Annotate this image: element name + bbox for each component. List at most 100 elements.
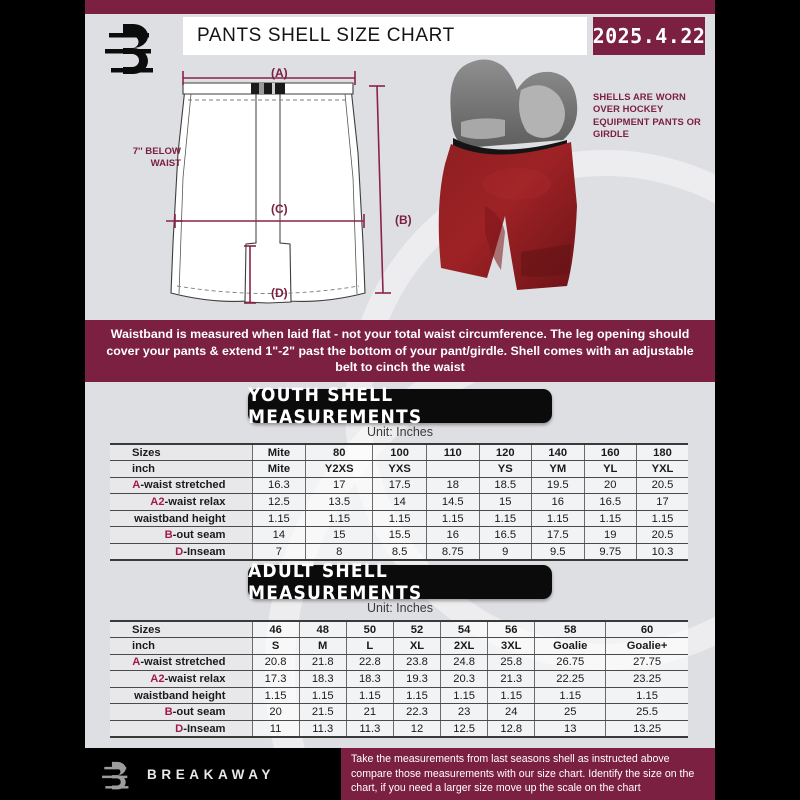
table-cell: 12 [392, 720, 441, 739]
table-cell: M [298, 637, 347, 655]
table-cell: 27.75 [605, 653, 688, 672]
table-cell: 21.5 [298, 703, 347, 722]
table-row: A2-waist relax 17.3 18.3 18.3 19.3 20.3 21.3 22… [110, 670, 688, 688]
table-cell: 1.15 [426, 509, 479, 528]
table-cell: 14 [251, 526, 306, 545]
table-cell: 8.75 [426, 543, 479, 562]
table-cell: 1.15 [372, 509, 427, 528]
table-cell: 20.3 [440, 670, 488, 688]
table-cell: 58 [534, 620, 606, 639]
table-cell: 9.75 [583, 543, 637, 562]
row-label: waistband height [110, 686, 252, 705]
table-cell: 120 [478, 443, 532, 462]
table-cell: 23.8 [392, 653, 441, 672]
table-cell: 1.15 [440, 686, 488, 705]
row-label: A-waist stretched [110, 476, 252, 495]
dimension-label-c: (C) [271, 202, 288, 216]
table-cell: YXS [372, 460, 427, 478]
table-cell: 14.5 [426, 493, 479, 511]
table-cell: 1.15 [345, 686, 394, 705]
table-row: A-waist stretched 16.3 17 17.5 18 18.5 19.5 20 2… [110, 476, 688, 495]
table-cell: 23.25 [605, 670, 688, 688]
row-marker: B [164, 706, 173, 719]
table-cell: 22.8 [345, 653, 394, 672]
table-row: waistband height 1.15 1.15 1.15 1.15 1.15 1.15… [110, 686, 688, 705]
table-cell: 20.5 [636, 476, 688, 495]
table-cell: YXL [636, 460, 688, 478]
product-photo-red-shell [438, 59, 578, 290]
row-marker: D [175, 722, 184, 735]
page-footer: BREAKAWAY Take the measurements from las… [85, 748, 715, 800]
row-marker: A [132, 656, 141, 669]
table-row: B-out seam 14 15 15.5 16 16.5 17.5 19 20.5 [110, 526, 688, 545]
table-cell: 1.15 [478, 509, 532, 528]
table-cell: 10.3 [636, 543, 688, 562]
table-cell: 140 [531, 443, 584, 462]
table-cell: YS [478, 460, 532, 478]
table-cell: 3XL [487, 637, 535, 655]
measurement-instructions-banner: Waistband is measured when laid flat - n… [85, 320, 715, 382]
table-cell: Mite [251, 443, 306, 462]
table-cell: 80 [305, 443, 373, 462]
footer-brand-name: BREAKAWAY [147, 766, 275, 782]
table-cell: 12.5 [251, 493, 306, 511]
adult-table-body: Sizes 46 48 50 52 54 56 58 60 inch S M L XL 2XL 3XL Goal… [110, 620, 688, 739]
youth-measurements-table: Sizes Mite 80 100 110 120 140 160 180 inch Mite Y2X… [110, 443, 688, 562]
table-cell: YM [531, 460, 584, 478]
size-chart-page: PANTS SHELL SIZE CHART 2025.4.22 [85, 0, 715, 800]
row-marker: A2 [150, 496, 165, 509]
row-label: A-waist stretched [110, 653, 252, 672]
table-cell: 25.5 [605, 703, 688, 722]
page-header: PANTS SHELL SIZE CHART 2025.4.22 [85, 14, 715, 74]
table-cell: 24.8 [440, 653, 488, 672]
adult-section-heading: ADULT SHELL MEASUREMENTS [248, 560, 552, 604]
table-cell: YL [583, 460, 637, 478]
row-label: B-out seam [110, 526, 252, 545]
table-cell: 46 [251, 620, 300, 639]
table-cell: 16 [426, 526, 479, 545]
breakaway-b-logo-icon [102, 761, 129, 790]
row-label: B-out seam [110, 703, 252, 722]
table-cell: 15 [305, 526, 373, 545]
table-cell: 1.15 [392, 686, 441, 705]
table-cell: 9.5 [531, 543, 584, 562]
table-cell: 1.15 [636, 509, 688, 528]
table-cell: 1.15 [487, 686, 535, 705]
table-cell: 56 [487, 620, 535, 639]
table-cell: S [251, 637, 300, 655]
row-label: A2-waist relax [110, 493, 252, 511]
table-row: A-waist stretched 20.8 21.8 22.8 23.8 24.8 25.… [110, 653, 688, 672]
table-cell: 19.3 [392, 670, 441, 688]
table-cell: 180 [636, 443, 688, 462]
below-waist-label: 7'' BELOW WAIST [132, 146, 181, 169]
table-cell: 19.5 [531, 476, 584, 495]
table-cell: L [345, 637, 394, 655]
table-cell: 20.8 [251, 653, 300, 672]
table-cell: 12.5 [440, 720, 488, 739]
page-title-text: PANTS SHELL SIZE CHART [197, 25, 455, 46]
table-cell: 20 [583, 476, 637, 495]
row-marker: A [132, 479, 141, 492]
table-cell: 18 [426, 476, 479, 495]
table-cell: 25 [534, 703, 606, 722]
table-cell: 20.5 [636, 526, 688, 545]
page-title: PANTS SHELL SIZE CHART [183, 17, 587, 55]
table-row: D-Inseam 7 8 8.5 8.75 9 9.5 9.75 10.3 [110, 543, 688, 562]
table-cell: 11 [251, 720, 300, 739]
table-cell: 17.3 [251, 670, 300, 688]
row-label: D-Inseam [110, 720, 252, 739]
table-cell: 18.3 [298, 670, 347, 688]
table-cell: 50 [345, 620, 394, 639]
table-row: inch S M L XL 2XL 3XL Goalie Goalie+ [110, 637, 688, 655]
row-label: inch [110, 460, 252, 478]
table-cell: 17.5 [372, 476, 427, 495]
table-cell: 1.15 [305, 509, 373, 528]
table-cell: 20 [251, 703, 300, 722]
table-cell: Mite [251, 460, 306, 478]
dimension-label-b: (B) [395, 213, 412, 227]
date-badge: 2025.4.22 [593, 17, 705, 55]
table-cell: 100 [372, 443, 427, 462]
table-cell: 21 [345, 703, 394, 722]
row-marker: D [175, 545, 184, 558]
top-accent-band [85, 0, 715, 14]
